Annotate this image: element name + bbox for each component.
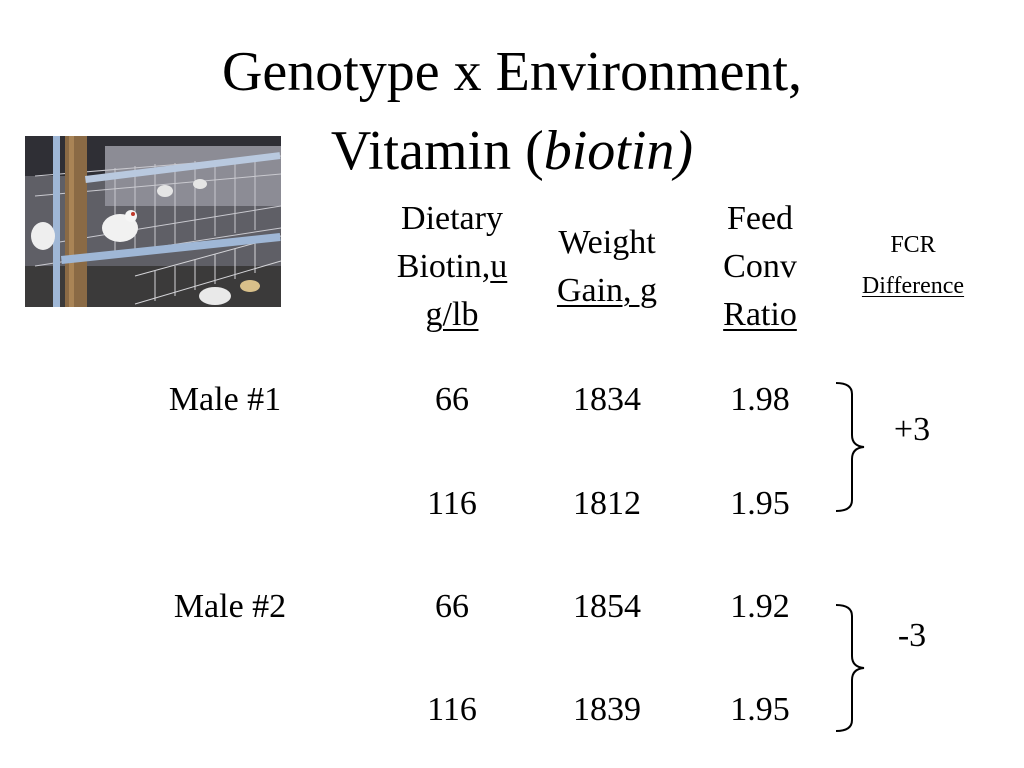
cell-fcr: 1.95 [730,691,790,728]
row-label: Male #2 [173,588,287,625]
header-diff-line2: Difference [861,273,965,299]
cell-weight: 1854 [573,588,641,625]
cell-fcr: 1.92 [730,588,790,625]
header-biotin-line2a: Biotin, [396,248,491,285]
cell-weight: 1812 [573,485,641,522]
cell-fcr: 1.95 [730,485,790,522]
brace-icon [835,604,865,732]
header-fcr-line1: Feed [726,200,794,237]
slide-title-line1: Genotype x Environment, [221,41,803,103]
cell-biotin: 66 [435,588,469,625]
slide-title-line2: Vitamin (biotin) [0,119,1024,183]
header-biotin-line2b: u [490,248,508,285]
header-diff-line1: FCR [890,232,936,258]
header-fcr-difference: FCR Difference [833,225,993,307]
cell-weight: 1834 [573,381,641,418]
header-biotin-line1: Dietary [401,200,503,237]
header-biotin-line3: g/lb [425,296,479,333]
cell-weight: 1839 [573,691,641,728]
header-dietary-biotin: Dietary Biotin,u g/lb [372,195,532,339]
cell-biotin: 116 [427,691,477,728]
title-vitamin-text: Vitamin ( [330,120,544,182]
header-fcr-line3: Ratio [723,296,797,333]
cell-biotin: 66 [435,381,469,418]
cell-biotin: 116 [427,485,477,522]
header-biotin-line2: Biotin,u [372,243,532,291]
brace-icon [835,382,865,512]
header-weight-gain: Weight Gain, g [527,219,687,315]
fcr-difference-male1: +3 [893,411,931,448]
fcr-difference-male2: -3 [897,617,927,654]
cell-fcr: 1.98 [730,381,790,418]
poultry-cages-photo [25,136,281,307]
header-weight-line2: Gain, g [556,272,658,309]
header-fcr-line2: Conv [723,248,797,285]
title-biotin-text: biotin) [543,120,694,182]
row-label: Male #1 [168,381,282,418]
header-feed-conv-ratio: Feed Conv Ratio [680,195,840,339]
header-weight-line1: Weight [558,224,656,261]
